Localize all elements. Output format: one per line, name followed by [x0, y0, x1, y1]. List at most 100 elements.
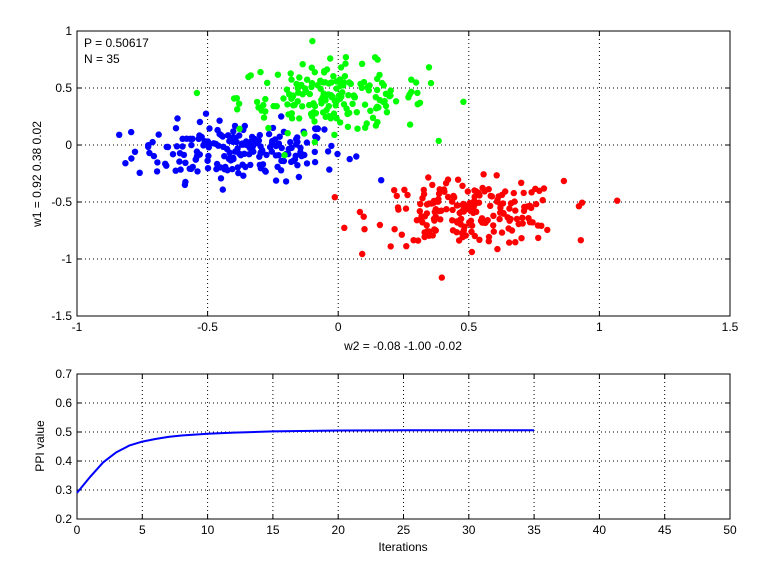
line-x-tick-label: 0: [74, 523, 81, 537]
scatter-point: [243, 138, 250, 145]
scatter-point: [520, 189, 527, 197]
scatter-point: [471, 232, 478, 240]
scatter-grid: [77, 31, 730, 316]
scatter-point: [205, 152, 212, 160]
scatter-point: [506, 217, 513, 224]
scatter-point: [326, 166, 333, 173]
scatter-point: [518, 179, 525, 186]
scatter-point: [295, 89, 302, 96]
scatter-point: [443, 206, 450, 213]
scatter-point: [314, 82, 321, 89]
scatter-point: [466, 199, 473, 207]
scatter-point: [179, 143, 186, 150]
scatter-point: [367, 107, 374, 115]
scatter-point: [246, 144, 253, 151]
scatter-point: [234, 106, 241, 113]
scatter-point: [378, 79, 386, 87]
scatter-point: [430, 199, 438, 206]
scatter-point: [239, 161, 246, 168]
scatter-point: [473, 188, 480, 195]
scatter-point: [285, 111, 292, 118]
scatter-point: [193, 153, 201, 160]
scatter-point: [229, 165, 236, 173]
scatter-y-tick-label: -1: [61, 252, 72, 266]
scatter-point: [459, 202, 466, 209]
scatter-point: [468, 248, 476, 256]
scatter-point: [276, 133, 283, 140]
scatter-point: [268, 139, 276, 147]
scatter-point: [256, 131, 263, 139]
line-x-tick-label: 35: [527, 523, 541, 537]
scatter-point: [274, 163, 281, 170]
scatter-point: [274, 71, 282, 78]
scatter-axes-frame: [76, 30, 731, 317]
scatter-point: [359, 250, 366, 258]
scatter-point: [494, 245, 501, 253]
scatter-point: [362, 124, 369, 131]
scatter-point: [502, 188, 509, 195]
scatter-point: [432, 227, 439, 234]
scatter-point: [331, 131, 338, 138]
scatter-point: [376, 71, 383, 79]
scatter-point: [375, 104, 382, 111]
scatter-point: [299, 60, 306, 68]
scatter-point: [324, 148, 332, 155]
scatter-point: [342, 60, 349, 67]
line-x-tick-label: 40: [593, 523, 607, 537]
scatter-point: [496, 215, 503, 223]
scatter-point: [392, 98, 400, 105]
scatter-point: [155, 131, 162, 138]
scatter-point: [210, 140, 217, 147]
scatter-point: [336, 76, 344, 83]
scatter-point: [383, 109, 391, 116]
scatter-point: [278, 157, 285, 164]
scatter-point: [188, 141, 195, 149]
scatter-point: [177, 166, 184, 173]
scatter-point: [497, 204, 504, 212]
scatter-point: [544, 226, 551, 234]
scatter-point: [341, 224, 348, 231]
scatter-point: [284, 101, 291, 108]
scatter-point: [230, 95, 238, 102]
scatter-point: [311, 138, 318, 146]
scatter-point: [470, 209, 477, 216]
scatter-point: [281, 151, 288, 159]
scatter-point: [154, 159, 161, 166]
scatter-point: [236, 150, 243, 157]
scatter-point: [334, 150, 341, 158]
annotation-n: N = 35: [84, 52, 120, 66]
scatter-x-tick-label: 0.5: [460, 320, 477, 334]
scatter-point: [437, 216, 444, 223]
scatter-point: [360, 78, 368, 86]
line-series: [76, 429, 535, 494]
scatter-point: [150, 152, 158, 160]
scatter-plot: -1 -0.5 0 0.5 1 1.5-1.5-1-0.500.51 P = 0.5061…: [30, 24, 739, 353]
scatter-point: [224, 167, 231, 174]
scatter-point: [406, 91, 413, 98]
scatter-point: [194, 168, 201, 175]
scatter-point: [174, 115, 181, 122]
scatter-point: [521, 203, 528, 211]
scatter-point: [529, 219, 536, 226]
scatter-point: [416, 208, 423, 215]
scatter-point: [181, 181, 189, 189]
scatter-point: [282, 178, 290, 185]
scatter-point: [330, 110, 338, 117]
scatter-point: [533, 200, 540, 208]
scatter-point: [360, 213, 367, 220]
scatter-point: [328, 142, 335, 150]
scatter-point: [298, 81, 305, 89]
scatter-point: [487, 202, 494, 210]
scatter-x-tick-label: -0.5: [197, 320, 218, 334]
scatter-point: [490, 212, 497, 219]
scatter-point: [311, 148, 318, 156]
scatter-point: [435, 137, 442, 145]
scatter-point: [358, 60, 366, 67]
scatter-point: [382, 90, 390, 98]
scatter-point: [454, 176, 462, 183]
scatter-point: [485, 186, 492, 193]
scatter-point: [337, 119, 344, 126]
scatter-point: [416, 99, 424, 107]
scatter-point: [453, 202, 461, 209]
scatter-point: [292, 152, 299, 159]
